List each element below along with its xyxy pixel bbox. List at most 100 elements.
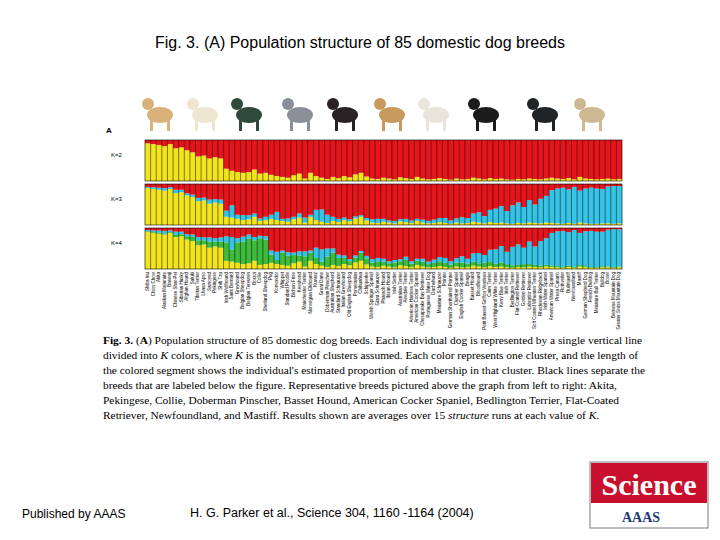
bar-segment [173,193,179,225]
bar-segment [325,215,331,223]
bar-segment [369,184,375,219]
bar-segment [543,196,549,223]
bar-segment [246,263,252,269]
bar-segment [420,220,426,223]
bar-segment [398,259,404,261]
breed-label: Rottweiler [560,272,565,293]
bar-segment [555,184,561,189]
bar-segment [616,229,622,266]
breed-separator [302,140,303,181]
bar-segment [336,255,342,258]
breed-separator [279,184,280,225]
breed-separator [302,184,303,225]
breed-label: Pekingese [212,272,217,294]
bar-segment [398,219,404,221]
bar-segment [459,228,465,256]
breed-label: Doberman Pinscher [325,272,330,312]
breed-separator [318,228,319,269]
bar-segment [566,223,572,225]
breed-label: Portuguese Water Dog [426,272,431,318]
bar-segment [274,220,280,225]
bar-segment [162,235,168,269]
breed-separator [431,184,432,225]
bar-segment [583,179,589,181]
breed-separator [470,184,471,225]
bar-segment [437,140,443,178]
breed-separator [605,140,606,181]
bar-segment [487,250,493,262]
breed-separator [313,184,314,225]
bar-segment [302,267,308,269]
bar-segment [482,255,488,262]
bar-segment [549,140,555,178]
bar-segment [235,140,241,172]
bar-segment [207,248,213,269]
bar-segment [499,184,505,206]
bar-segment [184,236,190,239]
bar-segment [555,140,561,179]
breed-separator [492,184,493,225]
breed-separator [201,184,202,225]
bar-segment [263,264,269,269]
breed-separator [223,140,224,181]
bar-segment [465,228,471,259]
bar-segment [156,190,162,225]
breed-separator [599,184,600,225]
bar-segment [196,184,202,198]
bar-segment [201,200,207,225]
breed-separator [324,140,325,181]
breed-separator [268,184,269,225]
breed-separator [167,140,168,181]
dog-photo [231,98,262,131]
bar-segment [224,261,230,269]
breed-label: Tibetan Terrier [195,272,200,301]
bar-segment [566,267,572,269]
bar-segment [268,263,274,269]
breed-separator [419,140,420,181]
bar-segment [465,259,471,264]
bar-segment [470,178,476,181]
breed-separator [397,228,398,269]
breed-separator [206,184,207,225]
breed-separator [476,184,477,225]
bar-segment [319,140,325,178]
breed-label: Shetland Sheepdog [263,272,268,312]
breed-separator [307,140,308,181]
breed-label: Mastiff [577,271,582,285]
bar-segment [600,232,606,266]
breed-separator [257,140,258,181]
bar-segment [437,266,443,269]
bar-segment [527,223,533,225]
bar-segment [470,228,476,253]
breed-separator [296,140,297,181]
bar-segment [218,242,224,248]
bar-segment [442,267,448,269]
bar-segment [588,179,594,181]
panel-bars [145,228,622,269]
bar-segment [566,228,572,232]
bar-segment [190,228,196,235]
breed-label: Bloodhound [476,272,481,297]
bar-segment [156,230,162,232]
bar-segment [207,184,213,200]
bar-segment [263,239,269,264]
breed-separator [571,140,572,181]
bar-segment [330,249,336,253]
bar-segment [499,246,505,262]
bar-segment [274,184,280,212]
bar-segment [521,228,527,248]
breed-separator [403,184,404,225]
bar-segment [308,173,314,181]
breed-separator [436,140,437,181]
bar-segment [196,156,202,181]
dog-head [374,98,386,110]
bar-segment [493,140,499,179]
bar-segment [280,228,286,251]
bar-segment [336,184,342,219]
breed-separator [498,228,499,269]
breed-separator [453,184,454,225]
dog-leg [167,119,170,131]
bar-segment [212,246,218,269]
bar-segment [280,253,286,265]
bar-segment [246,215,252,219]
